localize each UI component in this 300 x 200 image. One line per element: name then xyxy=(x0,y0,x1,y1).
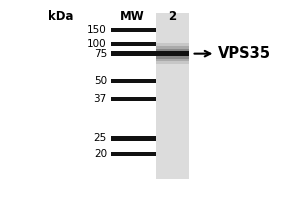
Text: kDa: kDa xyxy=(48,10,74,23)
Text: 150: 150 xyxy=(87,25,107,35)
Bar xyxy=(111,79,156,83)
Text: MW: MW xyxy=(120,10,145,23)
Bar xyxy=(111,42,156,46)
Bar xyxy=(111,152,156,156)
Text: 2: 2 xyxy=(168,10,176,23)
Bar xyxy=(156,43,189,64)
Text: 25: 25 xyxy=(94,133,107,143)
Bar xyxy=(111,51,156,56)
Text: 75: 75 xyxy=(94,49,107,59)
Bar xyxy=(156,13,189,179)
Bar xyxy=(111,28,156,32)
Bar xyxy=(156,46,189,61)
Bar xyxy=(111,136,156,141)
Bar xyxy=(156,49,189,59)
Text: 100: 100 xyxy=(87,39,107,49)
Text: 50: 50 xyxy=(94,76,107,86)
Text: 20: 20 xyxy=(94,149,107,159)
Text: VPS35: VPS35 xyxy=(218,46,272,61)
Text: 37: 37 xyxy=(94,94,107,104)
Bar xyxy=(156,51,189,56)
Bar xyxy=(111,97,156,101)
